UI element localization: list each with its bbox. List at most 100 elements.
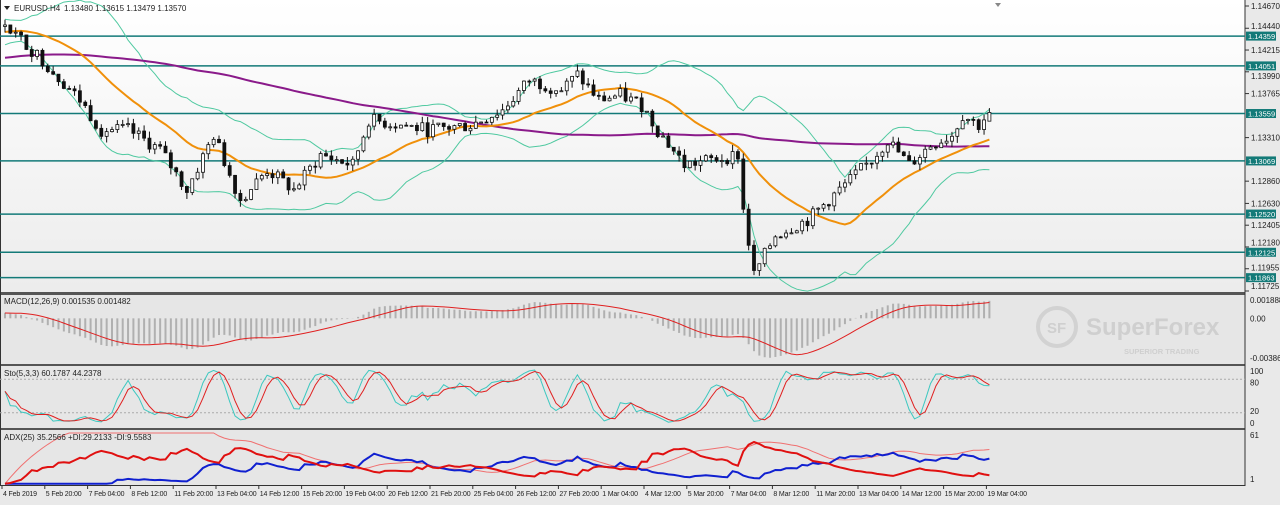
- candle-bull: [923, 148, 928, 158]
- candle-bull: [757, 263, 762, 271]
- candle-bull: [928, 146, 933, 150]
- candle-bear: [901, 151, 906, 157]
- candle-bull: [361, 136, 366, 152]
- candle-bear: [238, 193, 243, 202]
- separator[interactable]: [0, 292, 1245, 295]
- price-tick-label: 1.11955: [1251, 264, 1280, 273]
- time-tick-label: 4 Feb 2019: [3, 491, 37, 498]
- time-tick-label: 7 Mar 04:00: [731, 491, 767, 498]
- level-label: 1.12520: [1248, 210, 1275, 219]
- candle-bull: [291, 188, 296, 191]
- candle-bear: [51, 71, 56, 75]
- time-tick-label: 27 Feb 20:00: [559, 491, 599, 498]
- candle-bull: [950, 135, 954, 142]
- candle-bear: [8, 24, 13, 34]
- candle-bull: [720, 160, 724, 162]
- candle-bull: [489, 116, 494, 123]
- candle-bull: [917, 157, 922, 165]
- level-label-bg: [1246, 209, 1276, 219]
- watermark: SF SuperForex SUPERIOR TRADING: [1036, 306, 1220, 356]
- candle-bear: [313, 165, 318, 168]
- candle-bull: [495, 114, 500, 118]
- candle-bull: [505, 105, 510, 111]
- price-tick-label: 1.14440: [1251, 22, 1280, 31]
- stochastic-label: Sto(5,3,3) 60.1787 44.2378: [4, 369, 102, 378]
- candle-bull: [944, 140, 949, 144]
- candle-bear: [934, 146, 938, 149]
- candle-bear: [174, 167, 179, 173]
- candle-bear: [623, 88, 628, 102]
- superforex-logo-icon: [1036, 306, 1078, 348]
- candle-bull: [500, 109, 505, 116]
- candle-bear: [94, 120, 98, 129]
- stochastic-plot: [0, 369, 1245, 423]
- candle-bear: [693, 160, 698, 166]
- time-tick-label: 11 Feb 20:00: [174, 491, 213, 498]
- candle-bear: [714, 157, 719, 162]
- candle-bear: [281, 171, 286, 179]
- horizontal-levels: [0, 35, 1245, 279]
- candle-bear: [912, 160, 917, 165]
- separator[interactable]: [0, 428, 1245, 430]
- candle-bear: [377, 113, 382, 122]
- adx-panel[interactable]: [0, 430, 1245, 485]
- panel-separators: [0, 0, 1246, 486]
- time-tick-label: 14 Feb 12:00: [260, 491, 300, 498]
- stochastic-panel[interactable]: [0, 366, 1245, 428]
- candle-bear: [67, 88, 72, 90]
- candle-bear: [538, 78, 542, 90]
- candle-bear: [650, 110, 655, 127]
- candle-bull: [302, 169, 307, 186]
- time-tick-label: 1 Mar 04:00: [602, 491, 638, 498]
- triangle-down-icon[interactable]: [4, 6, 10, 10]
- candle-bull: [564, 80, 569, 92]
- main-plot-area[interactable]: [0, 0, 1245, 292]
- time-tick-label: 20 Feb 12:00: [388, 491, 428, 498]
- candle-bear: [179, 171, 184, 187]
- candle-bull: [398, 124, 403, 129]
- candle-bear: [746, 208, 751, 246]
- candle-bull: [211, 138, 216, 146]
- candle-bull: [110, 129, 114, 133]
- candle-bull: [243, 198, 248, 202]
- candle-bear: [415, 124, 419, 132]
- candle-bull: [249, 189, 254, 200]
- candle-bear: [78, 90, 82, 103]
- candle-bull: [853, 169, 858, 175]
- candle-bear: [286, 177, 291, 191]
- candle-bull: [987, 112, 992, 122]
- candle-bear: [484, 121, 489, 124]
- level-label-bg: [1246, 156, 1276, 166]
- candle-bull: [810, 208, 815, 227]
- candle-bear: [682, 154, 687, 169]
- candle-bull: [275, 171, 280, 179]
- candle-bear: [634, 96, 639, 99]
- time-tick-label: 14 Mar 12:00: [902, 491, 942, 498]
- candle-bull: [473, 121, 478, 129]
- price-tick-label: 1.14215: [1251, 46, 1280, 55]
- candle-bear: [61, 81, 66, 89]
- candle-bear: [827, 204, 831, 207]
- candle-bull: [356, 150, 361, 160]
- candle-bear: [233, 174, 237, 194]
- chart-header: EURUSD.H4 1.13480 1.13615 1.13479 1.1357…: [4, 4, 187, 13]
- candle-bull: [195, 171, 200, 180]
- separator[interactable]: [0, 364, 1245, 366]
- candle-bear: [805, 220, 810, 227]
- chart-shift-marker-icon[interactable]: [995, 3, 1001, 7]
- candle-bear: [543, 88, 548, 92]
- level-label: 1.13559: [1248, 110, 1275, 119]
- adx-line: [4, 432, 990, 485]
- level-label: 1.12125: [1248, 248, 1275, 257]
- candle-bull: [190, 178, 195, 193]
- candle-bear: [709, 155, 714, 159]
- candle-bull: [126, 123, 130, 126]
- candle-bull: [607, 97, 612, 102]
- candle-bull: [875, 155, 879, 164]
- fast-ma-line: [4, 29, 990, 226]
- candle-bear: [736, 151, 740, 160]
- ohlc-values: 1.13480 1.13615 1.13479 1.13570: [64, 4, 187, 13]
- candle-bull: [201, 153, 205, 173]
- candle-bear: [131, 123, 136, 134]
